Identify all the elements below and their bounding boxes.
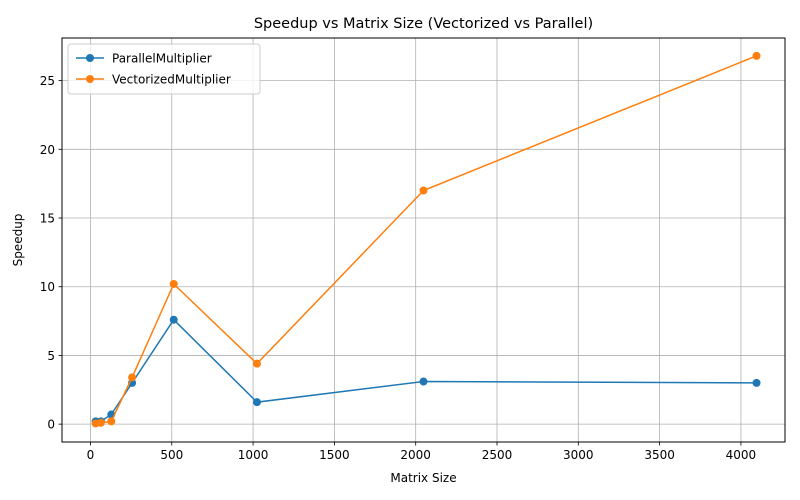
y-axis-title: Speedup xyxy=(11,214,25,267)
x-axis-title: Matrix Size xyxy=(390,471,456,485)
chart-title: Speedup vs Matrix Size (Vectorized vs Pa… xyxy=(254,16,593,32)
y-tick-label: 5 xyxy=(47,349,55,363)
data-point xyxy=(752,51,761,60)
data-point xyxy=(128,373,137,382)
y-tick-label: 10 xyxy=(40,280,55,294)
legend-marker xyxy=(86,75,94,83)
x-tick-label: 500 xyxy=(160,448,183,462)
legend-label: ParallelMultiplier xyxy=(112,52,212,66)
data-point xyxy=(252,398,261,407)
x-tick-label: 2500 xyxy=(482,448,513,462)
legend-label: VectorizedMultiplier xyxy=(112,73,231,87)
x-tick-label: 3500 xyxy=(644,448,675,462)
x-tick-label: 2000 xyxy=(400,448,431,462)
y-tick-label: 25 xyxy=(40,74,55,88)
data-point xyxy=(752,378,761,387)
tick-layer: 0 500 1000 1500 2000 2500 3000 3500 4000 0 5 10 15 20… xyxy=(40,74,756,462)
data-point xyxy=(169,315,178,324)
grid-layer xyxy=(62,38,785,442)
data-point xyxy=(419,377,428,386)
plot-frame xyxy=(61,37,786,443)
legend-marker xyxy=(86,54,94,62)
y-tick-label: 15 xyxy=(40,212,55,226)
data-point xyxy=(419,186,428,195)
series-layer xyxy=(91,51,761,428)
data-point xyxy=(252,359,261,368)
y-tick-label: 20 xyxy=(40,143,55,157)
data-point xyxy=(96,418,105,427)
x-tick-label: 1000 xyxy=(238,448,269,462)
legend-box xyxy=(67,43,261,95)
x-tick-label: 0 xyxy=(87,448,95,462)
legend: ParallelMultiplier VectorizedMultiplier xyxy=(67,43,261,95)
data-point xyxy=(107,417,116,426)
x-tick-label: 4000 xyxy=(726,448,757,462)
x-tick-label: 1500 xyxy=(319,448,350,462)
y-tick-label: 0 xyxy=(47,418,55,432)
x-tick-label: 3000 xyxy=(563,448,594,462)
data-point xyxy=(169,279,178,288)
